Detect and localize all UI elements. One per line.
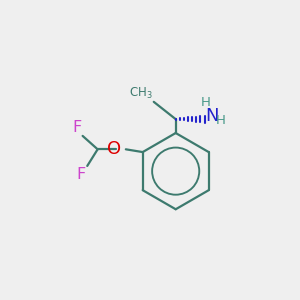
Text: CH$_3$: CH$_3$ <box>129 85 153 101</box>
Text: O: O <box>106 140 121 158</box>
Text: N: N <box>206 107 219 125</box>
Text: H: H <box>201 97 211 110</box>
Text: F: F <box>72 119 82 134</box>
Text: F: F <box>77 167 86 182</box>
Text: H: H <box>215 114 225 127</box>
